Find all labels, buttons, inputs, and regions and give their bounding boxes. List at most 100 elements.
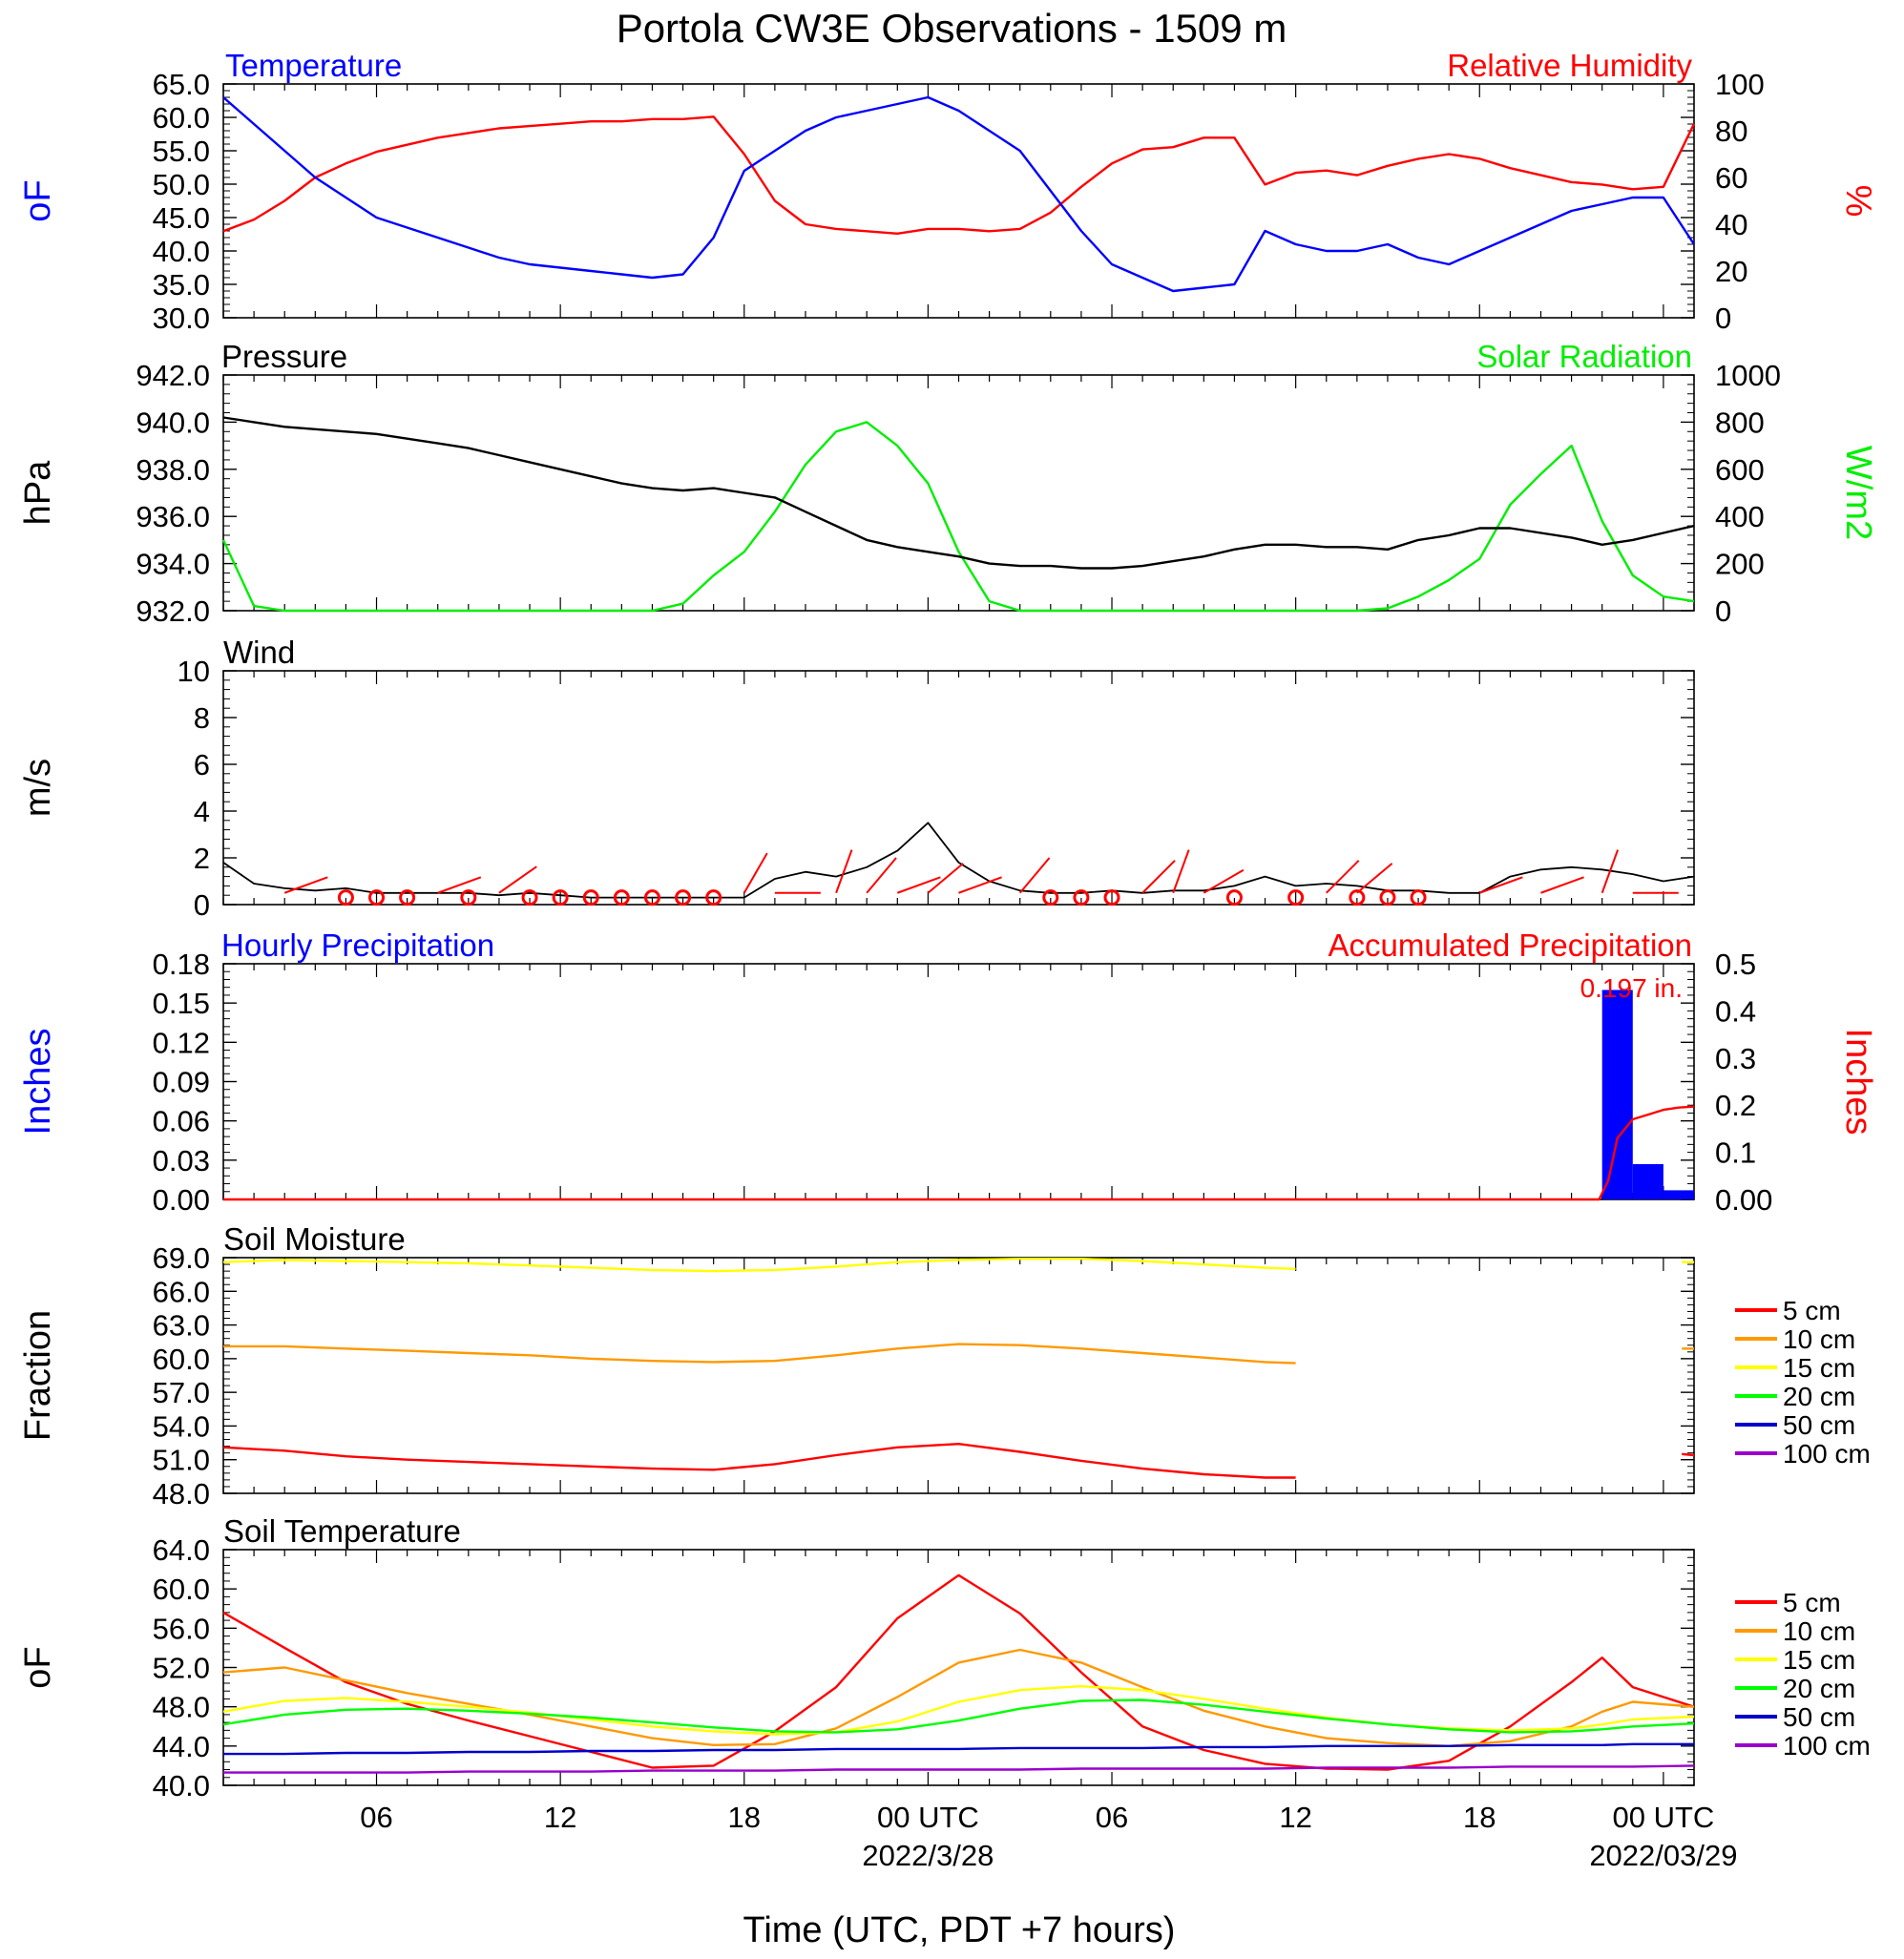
x-tick-label: 06 [1096, 1801, 1128, 1834]
y-tick-label: 54.0 [153, 1409, 210, 1443]
calm-wind-circle [1042, 889, 1059, 907]
legend-label-5cm: 5 cm [1783, 1296, 1841, 1325]
y-tick-label: 0.00 [153, 1183, 210, 1217]
y-tick-label: 64.0 [153, 1533, 210, 1567]
wind-barb [958, 876, 1002, 894]
series-soil-moisture-10cm [223, 1343, 1296, 1365]
legend-label-15cm: 15 cm [1783, 1645, 1855, 1675]
calm-wind-circle [1349, 889, 1366, 907]
wind-barb [1141, 860, 1176, 894]
x-tick-label: 06 [360, 1801, 392, 1834]
y-tick-label: 40.0 [153, 1769, 210, 1803]
wind-barb [283, 876, 328, 894]
y-tick-label: 940.0 [136, 406, 210, 439]
series-solar-radiation [221, 421, 1695, 613]
y-tick-label: 8 [194, 701, 210, 735]
plot-frame [222, 83, 1695, 319]
calm-wind-circle [613, 889, 630, 907]
plot-frame [222, 670, 1695, 906]
x-tick-label: 12 [1279, 1801, 1311, 1834]
y-tick-label: 2 [194, 842, 210, 875]
legend-label-10cm: 10 cm [1783, 1616, 1855, 1646]
x-axis-label: Time (UTC, PDT +7 hours) [743, 1910, 1176, 1950]
calm-wind-circle [1287, 889, 1305, 907]
calm-wind-circle [521, 889, 538, 907]
calm-wind-circle [460, 889, 477, 907]
y-tick-label: 48.0 [153, 1477, 210, 1511]
y-tick-label: 0.12 [153, 1026, 210, 1059]
calm-wind-circle [1103, 889, 1120, 907]
legend-label-50cm: 50 cm [1783, 1702, 1855, 1732]
series-relative-humidity [222, 115, 1696, 236]
y-tick-label: 0.03 [153, 1144, 210, 1177]
precip-bar [1632, 1163, 1663, 1199]
y-right-tick-label: 40 [1715, 208, 1747, 241]
y-axis-label-right: W/m2 [1838, 446, 1878, 540]
y-right-tick-label: 200 [1715, 548, 1765, 581]
plot-frame [222, 963, 1695, 1200]
calm-wind-circle [552, 889, 569, 907]
panel-title-right: Solar Radiation [1476, 339, 1692, 374]
x-tick-label: 18 [1463, 1801, 1496, 1834]
calm-wind-circle [368, 889, 386, 907]
panel-soil-temp: 40.0 44.0 48.0 52.0 56.0 60.0 64.0 Soil Tempera… [18, 1513, 1871, 1803]
y-tick-label: 57.0 [153, 1376, 210, 1409]
y-tick-label: 938.0 [136, 453, 210, 487]
plot-frame [222, 1257, 1695, 1494]
series-soil-temp-100cm [223, 1764, 1695, 1774]
y-axis-label-left: oF [18, 1646, 58, 1688]
legend-label-5cm: 5 cm [1783, 1588, 1841, 1617]
y-tick-label: 60.0 [153, 1573, 210, 1606]
wind-barb [1172, 849, 1190, 894]
y-right-tick-label: 0.5 [1715, 948, 1756, 981]
legend-label-10cm: 10 cm [1783, 1324, 1855, 1354]
wind-barb [1356, 863, 1393, 894]
y-tick-label: 0.18 [153, 948, 210, 981]
wind-barb [866, 857, 897, 894]
y-axis-label-right: Inches [1838, 1029, 1878, 1136]
y-tick-label: 60.0 [153, 1343, 210, 1376]
y-right-tick-label: 0.00 [1715, 1183, 1772, 1217]
y-axis-label-left: Fraction [18, 1310, 58, 1441]
y-right-tick-label: 20 [1715, 255, 1747, 288]
legend-label-100cm: 100 cm [1783, 1439, 1871, 1469]
wind-barb [1478, 876, 1523, 894]
y-right-tick-label: 600 [1715, 453, 1765, 487]
calm-wind-circle [643, 889, 660, 907]
x-axis: 06 12 18 00 UTC 06 12 18 00 UTC 2022/3/28 2022/03… [360, 1801, 1737, 1872]
series-soil-moisture-15cm [222, 1257, 1296, 1273]
legend-label-100cm: 100 cm [1783, 1731, 1871, 1761]
y-tick-label: 69.0 [153, 1241, 210, 1275]
y-tick-label: 4 [194, 795, 210, 828]
y-tick-label: 932.0 [136, 594, 210, 628]
y-tick-label: 50.0 [153, 168, 210, 201]
y-tick-label: 40.0 [153, 235, 210, 268]
wind-barb [498, 865, 537, 894]
panel-title-right: Accumulated Precipitation [1328, 927, 1692, 963]
x-date-label: 2022/03/29 [1589, 1839, 1737, 1872]
y-tick-label: 6 [194, 748, 210, 782]
y-tick-label: 48.0 [153, 1691, 210, 1724]
calm-wind-circle [1410, 889, 1427, 907]
series-soil-temp-15cm [222, 1684, 1695, 1736]
calm-wind-circle [582, 889, 599, 907]
series-wind-speed [222, 822, 1695, 899]
legend-label-15cm: 15 cm [1783, 1353, 1855, 1383]
precip-bar [1601, 990, 1633, 1199]
wind-barb [437, 876, 482, 894]
calm-wind-circle [675, 889, 692, 907]
y-tick-label: 63.0 [153, 1309, 210, 1343]
x-tick-label: 12 [544, 1801, 576, 1834]
panel-soil-moisture: 48.051.054.057.060.063.066.069.0 Soil Moi… [18, 1221, 1871, 1511]
panel-precip: 0.00 0.03 0.06 0.09 0.12 0.15 0.18 0.00 0.1 0.2 0.… [18, 927, 1878, 1217]
wind-barb [896, 876, 941, 894]
calm-wind-circle [1073, 889, 1090, 907]
legend-label-50cm: 50 cm [1783, 1410, 1855, 1440]
wind-barb [835, 849, 853, 894]
y-tick-label: 934.0 [136, 548, 210, 581]
y-right-tick-label: 0 [1715, 594, 1731, 628]
series-soil-temp-50cm [223, 1742, 1694, 1756]
panel-title-left: Soil Moisture [223, 1221, 406, 1257]
y-tick-label: 60.0 [153, 101, 210, 135]
figure-title: Portola CW3E Observations - 1509 m [617, 6, 1287, 51]
